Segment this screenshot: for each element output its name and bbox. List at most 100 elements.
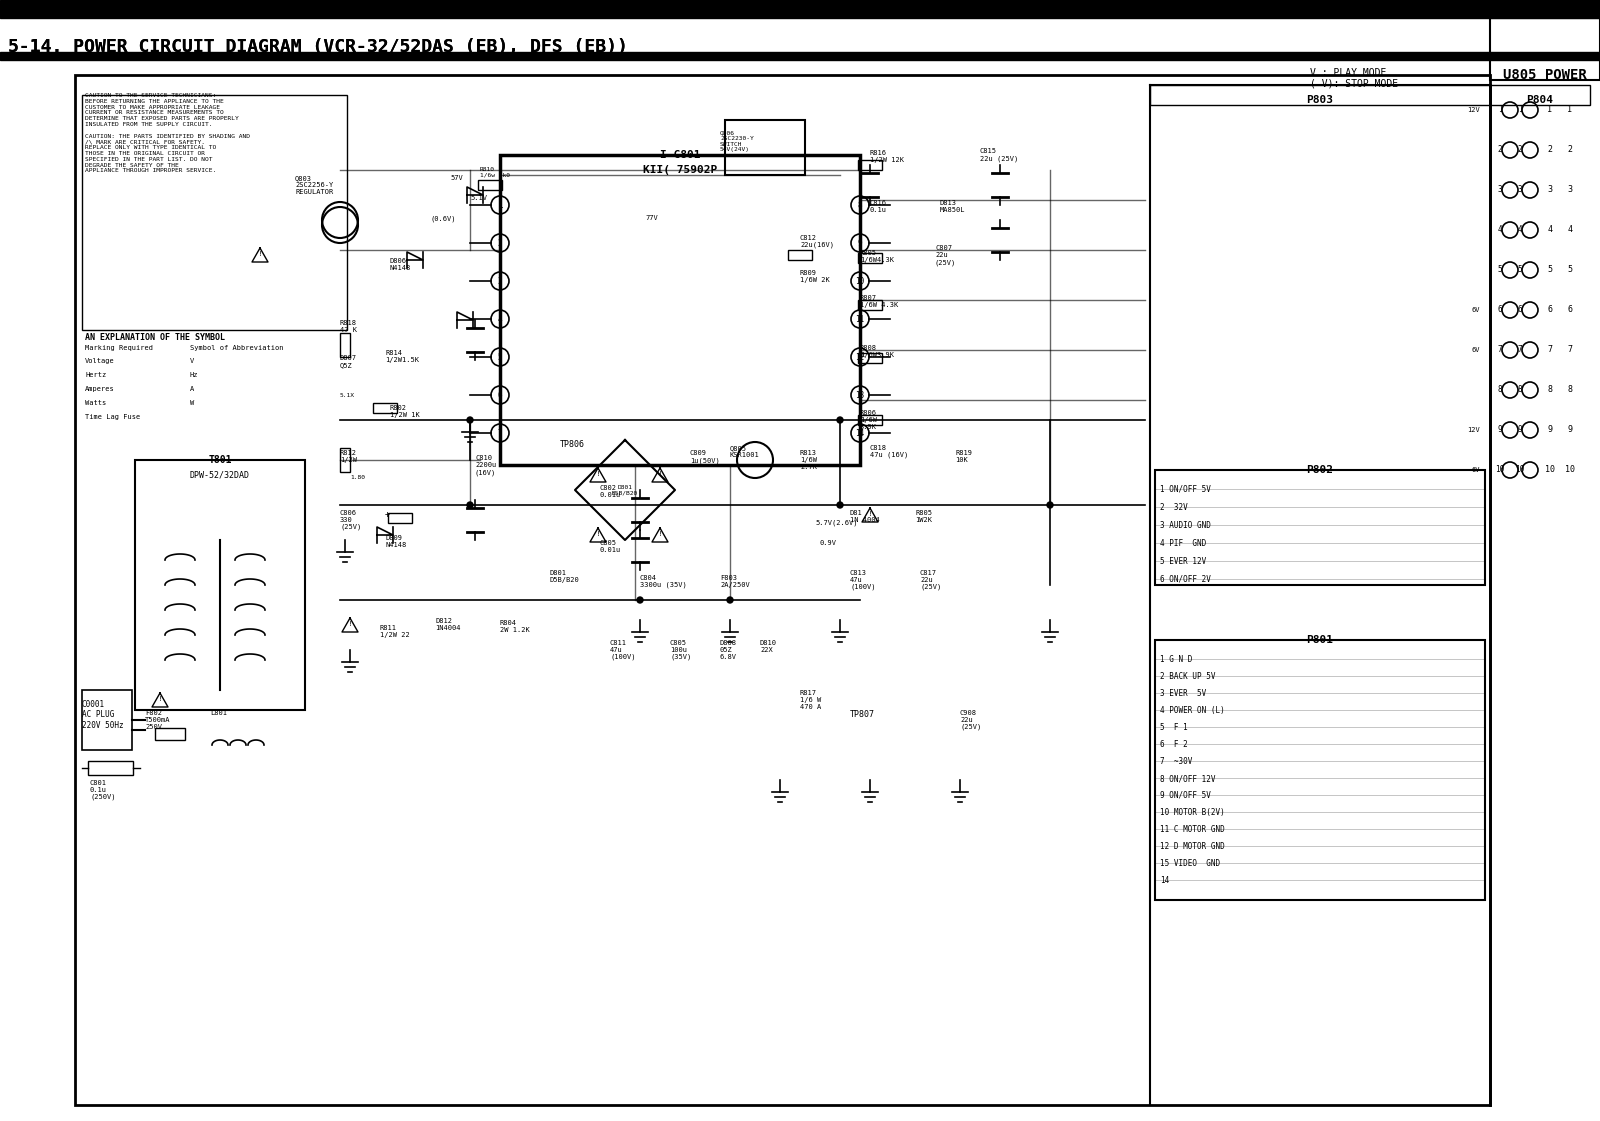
Circle shape — [837, 417, 843, 423]
Text: 1: 1 — [498, 201, 502, 210]
Text: 5-14. POWER CIRCUIT DIAGRAM (VCR-32/52DAS (EB), DFS (EB)): 5-14. POWER CIRCUIT DIAGRAM (VCR-32/52DA… — [8, 38, 627, 56]
Circle shape — [467, 417, 474, 423]
Text: 14: 14 — [856, 428, 864, 437]
Text: C812
22u(16V): C812 22u(16V) — [800, 235, 834, 249]
Text: 4: 4 — [1568, 225, 1573, 234]
Text: Q803
2SC2256-Y
REGULATOR: Q803 2SC2256-Y REGULATOR — [294, 175, 333, 195]
Bar — [1490, 85, 1590, 105]
Text: R813
1/6W
2.7K: R813 1/6W 2.7K — [800, 450, 818, 470]
Text: C805
100u
(35V): C805 100u (35V) — [670, 640, 691, 660]
Text: D81
1N 4004: D81 1N 4004 — [850, 510, 880, 524]
Text: 7  ~30V: 7 ~30V — [1160, 757, 1192, 766]
Text: V : PLAY MODE: V : PLAY MODE — [1310, 68, 1386, 78]
Text: 6: 6 — [1498, 306, 1502, 315]
Text: 77V: 77V — [645, 215, 658, 221]
Text: 5.7V(2.6V): 5.7V(2.6V) — [814, 520, 858, 527]
Text: D808
05Z
6.8V: D808 05Z 6.8V — [720, 640, 738, 660]
Bar — [858, 300, 882, 311]
Text: Hertz: Hertz — [85, 372, 106, 378]
Text: 9 ON/OFF 5V: 9 ON/OFF 5V — [1160, 791, 1211, 800]
Text: 6: 6 — [1518, 306, 1522, 315]
Text: C813
47u
(100V): C813 47u (100V) — [850, 569, 875, 591]
Text: 8: 8 — [1568, 386, 1573, 395]
Bar — [858, 253, 882, 263]
Text: R810
1/6w 5k0: R810 1/6w 5k0 — [480, 167, 510, 178]
Circle shape — [837, 502, 843, 508]
Text: 2: 2 — [1498, 146, 1502, 155]
Text: 3 AUDIO GND: 3 AUDIO GND — [1160, 521, 1211, 530]
Text: P803: P803 — [1307, 95, 1333, 105]
Text: D801
D5B/B20: D801 D5B/B20 — [611, 484, 638, 495]
Text: TP806: TP806 — [560, 441, 586, 450]
Text: Symbol of Abbreviation: Symbol of Abbreviation — [190, 345, 283, 351]
Text: R802
1/2W 1K: R802 1/2W 1K — [390, 405, 419, 418]
Text: 12: 12 — [856, 352, 864, 361]
Text: 4: 4 — [1518, 225, 1522, 234]
Text: D810
22X: D810 22X — [760, 640, 778, 654]
Circle shape — [1046, 502, 1053, 508]
Text: 6 ON/OFF 2V: 6 ON/OFF 2V — [1160, 575, 1211, 584]
Text: 1: 1 — [1547, 105, 1552, 114]
Text: F802
T500mA
250V: F802 T500mA 250V — [146, 710, 171, 730]
Bar — [82, 95, 347, 330]
Text: 6: 6 — [498, 390, 502, 399]
Text: 1: 1 — [1518, 105, 1522, 114]
Text: Hz: Hz — [190, 372, 198, 378]
Text: D806
N4148: D806 N4148 — [390, 258, 411, 271]
Text: 9: 9 — [1498, 426, 1502, 435]
Text: 4 POWER ON (L): 4 POWER ON (L) — [1160, 706, 1224, 715]
Text: R814
1/2W1.5K: R814 1/2W1.5K — [386, 350, 419, 363]
Text: 7: 7 — [1568, 345, 1573, 354]
Text: 3: 3 — [1498, 185, 1502, 195]
Text: 11: 11 — [856, 315, 864, 324]
Text: R808
1/6W3.9K: R808 1/6W3.9K — [861, 345, 894, 358]
Text: 8: 8 — [858, 201, 862, 210]
Text: R804
2W 1.2K: R804 2W 1.2K — [499, 620, 530, 633]
Text: 6V: 6V — [1472, 348, 1480, 353]
Text: 6: 6 — [1568, 306, 1573, 315]
Text: Voltage: Voltage — [85, 358, 115, 364]
Text: Watts: Watts — [85, 400, 106, 406]
Text: 6: 6 — [1547, 306, 1552, 315]
Bar — [373, 404, 397, 413]
Text: 14: 14 — [1160, 876, 1170, 884]
Bar — [499, 155, 861, 465]
Text: C908
22u
(25V): C908 22u (25V) — [960, 710, 981, 731]
Text: 10: 10 — [1496, 465, 1504, 474]
Text: ( V): STOP MODE: ( V): STOP MODE — [1310, 78, 1398, 89]
Text: V: V — [190, 358, 194, 364]
Text: C815
22u (25V): C815 22u (25V) — [979, 148, 1018, 161]
Text: 5.1V: 5.1V — [470, 195, 486, 201]
Text: !: ! — [597, 471, 600, 478]
Text: 0.9V: 0.9V — [819, 540, 837, 546]
Text: 9: 9 — [858, 239, 862, 248]
Text: 10: 10 — [1565, 465, 1574, 474]
Text: C810
2200u
(16V): C810 2200u (16V) — [475, 455, 496, 475]
Text: C801
0.1u
(250V): C801 0.1u (250V) — [90, 780, 115, 800]
Text: R817
1/6 W
470 A: R817 1/6 W 470 A — [800, 691, 821, 710]
Text: 5.1X: 5.1X — [339, 393, 355, 398]
Text: 8: 8 — [1547, 386, 1552, 395]
Bar — [387, 513, 413, 524]
Text: 12V: 12V — [1467, 106, 1480, 113]
Text: C802
0.01u: C802 0.01u — [600, 485, 621, 498]
Text: 4: 4 — [1498, 225, 1502, 234]
Text: 3: 3 — [1568, 185, 1573, 195]
Text: 1 ON/OFF 5V: 1 ON/OFF 5V — [1160, 485, 1211, 494]
Text: 10: 10 — [856, 277, 864, 286]
Text: 4 PIF  GND: 4 PIF GND — [1160, 539, 1206, 548]
Text: 2: 2 — [498, 239, 502, 248]
Text: 7: 7 — [1518, 345, 1522, 354]
Text: 5: 5 — [1547, 266, 1552, 275]
Text: P802: P802 — [1307, 465, 1333, 475]
Bar — [1150, 85, 1490, 105]
Bar — [339, 448, 350, 472]
Text: 5: 5 — [1518, 266, 1522, 275]
Text: 57V: 57V — [450, 175, 462, 180]
Text: C817
22u
(25V): C817 22u (25V) — [920, 569, 941, 591]
Text: 12 D MOTOR GND: 12 D MOTOR GND — [1160, 842, 1224, 851]
Bar — [134, 460, 306, 710]
Text: !: ! — [869, 511, 872, 517]
Circle shape — [726, 597, 733, 603]
Text: 13: 13 — [856, 390, 864, 399]
